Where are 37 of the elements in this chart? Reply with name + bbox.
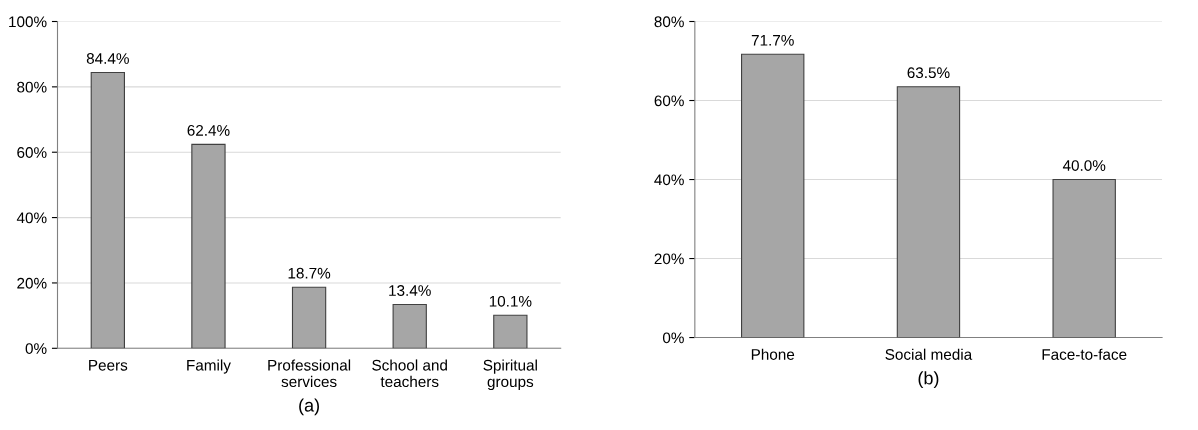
x-tick-label: Family: [187, 359, 231, 374]
data-label: 63.5%: [907, 67, 950, 79]
data-label: 71.7%: [751, 34, 794, 46]
bar: [191, 143, 226, 349]
y-tick-label: 80%: [654, 16, 684, 28]
y-tick-label: 0%: [25, 343, 47, 354]
y-tick-label: 60%: [654, 95, 684, 107]
x-tick-label: School and teachers: [372, 359, 447, 388]
data-label: 62.4%: [187, 124, 230, 136]
y-tick-label: 40%: [654, 174, 684, 186]
bar: [741, 53, 805, 338]
x-tick-label: Peers: [89, 359, 128, 371]
bar: [291, 286, 327, 349]
data-label: 84.4%: [86, 53, 129, 64]
y-tick-label: 20%: [17, 277, 47, 289]
bar: [90, 71, 125, 349]
y-tick-label: 20%: [654, 253, 684, 265]
data-label: 18.7%: [288, 267, 331, 279]
y-tick-label: 0%: [662, 332, 684, 344]
x-axis-title: (a): [299, 398, 319, 416]
bar: [896, 86, 961, 338]
x-tick-label: Face-to-face: [1042, 348, 1127, 360]
x-tick-label: Social media: [885, 348, 973, 360]
bar: [1052, 178, 1116, 338]
bar: [493, 314, 528, 349]
y-tick-label: 80%: [17, 81, 47, 93]
bar: [392, 303, 427, 349]
data-label: 10.1%: [489, 295, 532, 307]
y-tick-label: 60%: [17, 147, 47, 158]
y-tick-label: 100%: [9, 16, 47, 28]
data-label: 40.0%: [1062, 160, 1106, 171]
x-tick-label: Phone: [751, 348, 795, 360]
y-tick-label: 40%: [16, 212, 47, 224]
x-axis-title: (b): [918, 371, 939, 389]
data-label: 13.4%: [389, 285, 431, 296]
x-tick-label: Professional services: [268, 359, 351, 388]
x-tick-label: Spiritual groups: [483, 359, 537, 391]
